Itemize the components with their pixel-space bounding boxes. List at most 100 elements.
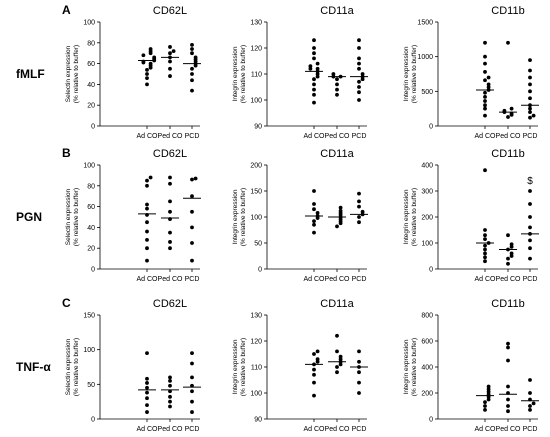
y-tick-label: 90 [254,417,262,424]
stimulus-label: PGN [16,210,42,224]
y-tick-label: 100 [250,98,262,105]
data-point [528,404,532,408]
data-point [312,372,316,377]
data-point [483,168,487,173]
y-axis-label-line: Selectin expression [65,338,72,395]
y-tick-label: 800 [421,313,433,320]
data-point [483,233,487,238]
data-point [312,51,316,56]
data-point [357,85,361,89]
data-point [528,378,532,382]
panel-b-cd11b: CD11b 0 100 200 300 400 Integrin expression(% … [403,148,539,283]
y-axis-label: Integrin expression(% relative to buffer… [403,188,418,246]
data-point [528,106,532,111]
data-point [145,67,149,72]
data-point [528,115,532,120]
data-point [145,390,149,395]
y-axis-label-line: (% relative to buffer) [411,188,418,246]
data-point [357,204,361,209]
stimulus-label: fMLF [16,67,45,81]
data-point [145,82,149,87]
data-point [145,178,149,183]
data-point [357,66,361,71]
data-point [145,410,149,414]
data-point [168,45,172,49]
x-tick-label: Ped CO [496,133,521,140]
data-point [528,89,532,94]
data-point [168,74,172,78]
data-point [145,72,149,76]
data-point [360,209,365,214]
y-tick-label: 0 [258,267,262,274]
stimulus-label: TNF-α [16,360,51,374]
data-point [145,385,149,390]
panel-c-cd11a: CD11a 90 100 110 120 130 Integrin expression(%… [232,298,368,433]
panel-b-cd62l: CD62L 0 20 40 60 80 100 Selectin expression(% r… [65,148,201,283]
data-point [338,205,343,210]
row-b: B PGN CD62L 0 20 40 60 80 100 Selectin expression… [16,146,539,283]
data-point [145,237,149,242]
data-point [145,206,149,211]
data-point [335,77,339,82]
data-point [315,61,320,66]
data-point [528,110,532,115]
data-point [190,375,194,380]
data-point [168,378,172,383]
y-tick-label: 120 [250,339,262,346]
panel-title: CD62L [153,298,187,310]
data-point [315,210,320,215]
y-tick-label: 100 [250,215,262,222]
data-point [483,99,487,103]
data-point [190,177,194,182]
data-point [193,176,198,181]
data-point [483,243,487,248]
y-tick-label: 120 [250,46,262,53]
data-point [509,242,514,247]
y-axis-label-line: (% relative to buffer) [411,45,418,103]
panel-b-cd11a: CD11a 0 50 100 150 200 Integrin expression(% r… [232,148,368,283]
y-tick-label: 100 [83,20,95,27]
data-point [357,380,361,385]
x-tick-label: PCD [352,276,367,283]
panel-title: CD11b [491,298,524,310]
x-tick-label: PCD [352,426,367,433]
y-tick-label: 40 [87,225,95,232]
data-point [506,261,510,266]
data-point [506,404,510,408]
data-point [357,98,361,102]
data-point [145,220,149,225]
y-tick-label: 60 [87,204,95,211]
data-point [486,387,491,391]
x-tick-label: Ped CO [158,276,183,283]
panel-c-cd11b: CD11b 0 200 400 600 800 Integrin expression(% … [403,298,539,433]
y-tick-label: 0 [91,417,95,424]
panel-title: CD11b [491,5,524,17]
data-point [190,194,194,199]
y-axis-label-line: (% relative to buffer) [73,188,80,246]
data-point [357,79,361,84]
y-tick-label: 300 [421,189,433,196]
data-point [145,403,149,408]
y-tick-label: 80 [87,40,95,47]
data-point [168,246,172,251]
y-axis-label-line: (% relative to buffer) [240,188,247,246]
y-tick-label: 130 [250,313,262,320]
data-point [335,82,339,87]
data-point [357,61,361,66]
data-point [308,66,313,71]
data-point [168,209,172,214]
data-point [357,56,361,61]
data-point [145,246,149,251]
data-point [483,237,487,242]
data-point [506,409,510,414]
x-tick-label: Ad CO [136,133,158,140]
data-point [528,82,532,87]
data-point [357,199,361,204]
data-point [506,345,510,350]
data-point [357,38,361,43]
data-point [338,362,343,367]
data-point [168,240,172,244]
data-point [315,74,320,79]
y-tick-label: 100 [83,163,95,170]
data-point [335,87,339,92]
